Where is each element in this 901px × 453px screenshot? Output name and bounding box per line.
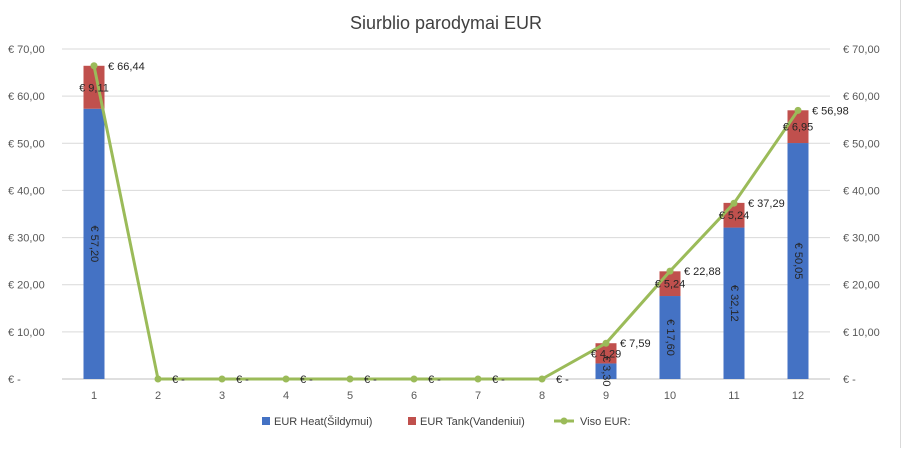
y-tick-label-left: € 60,00 [8, 91, 45, 103]
chart-title: Siurblio parodymai EUR [350, 13, 542, 33]
total-value-label: € 56,98 [812, 105, 849, 117]
data-labels: € 57,20 € 9,11 € 66,44 € - € - € - € - € - € - € … [79, 61, 849, 387]
heat-value-label: € 50,05 [792, 243, 804, 280]
legend-swatch [262, 417, 270, 425]
total-value-label: € - [364, 374, 377, 386]
y-tick-label-right: € 50,00 [843, 138, 880, 150]
heat-value-label: € 17,60 [664, 319, 676, 356]
x-tick-label: 5 [347, 390, 353, 402]
legend-label: EUR Tank(Vandeniui) [420, 416, 525, 428]
total-point [666, 267, 674, 275]
legend: EUR Heat(Šildymui) EUR Tank(Vandeniui) Vis… [262, 415, 631, 428]
x-tick-label: 11 [728, 390, 739, 402]
legend-label: Viso EUR: [580, 416, 631, 428]
y-tick-label-left: € 10,00 [8, 327, 45, 339]
x-tick-label: 3 [219, 390, 225, 402]
y-tick-label-right: € 60,00 [843, 91, 880, 103]
y-tick-label-right: € 30,00 [843, 233, 880, 245]
heat-value-label: € 3,30 [600, 356, 612, 387]
total-value-label: € - [236, 374, 249, 386]
y-tick-label-right: € 20,00 [843, 280, 880, 292]
total-point [154, 375, 162, 383]
x-tick-label: 8 [539, 390, 545, 402]
bar-heat [83, 108, 105, 379]
total-value-label: € 7,59 [620, 338, 651, 350]
y-tick-label-left: € 20,00 [8, 280, 45, 292]
legend-item-heat: EUR Heat(Šildymui) [262, 415, 372, 428]
total-point [218, 375, 226, 383]
x-tick-label: 12 [792, 390, 804, 402]
y-tick-label-left: € - [8, 374, 21, 386]
x-tick-label: 10 [664, 390, 676, 402]
x-tick-label: 6 [411, 390, 417, 402]
legend-marker [560, 417, 568, 425]
y-tick-label-left: € 70,00 [8, 44, 45, 56]
y-tick-label-right: € 10,00 [843, 327, 880, 339]
heat-value-label: € 32,12 [728, 285, 740, 322]
bar-heat [659, 296, 681, 379]
x-tick-label: 1 [91, 390, 97, 402]
total-point [90, 62, 98, 70]
tank-value-label: € 9,11 [79, 82, 109, 94]
bar-heat [723, 227, 745, 379]
x-tick-label: 2 [155, 390, 161, 402]
total-point [602, 339, 610, 347]
total-point [794, 106, 802, 114]
x-tick-label: 9 [603, 390, 609, 402]
total-point [474, 375, 482, 383]
total-point [730, 199, 738, 207]
total-value-label: € - [172, 374, 185, 386]
total-value-label: € 37,29 [748, 198, 785, 210]
tank-value-label: € 4,29 [591, 348, 622, 360]
y-tick-label-right: € - [843, 374, 856, 386]
axes: € - € - € 10,00 € 10,00 € 20,00 € 20,00 € 30,0… [8, 44, 880, 402]
total-point [282, 375, 290, 383]
total-value-label: € 22,88 [684, 266, 721, 278]
total-line [90, 62, 802, 383]
y-tick-label-left: € 50,00 [8, 138, 45, 150]
x-tick-label: 4 [283, 390, 289, 402]
total-point [538, 375, 546, 383]
heat-value-label: € 57,20 [88, 226, 100, 263]
bar-heat [787, 143, 809, 379]
x-tick-label: 7 [475, 390, 481, 402]
total-value-label: € - [428, 374, 441, 386]
total-value-label: € - [492, 374, 505, 386]
y-tick-label-right: € 70,00 [843, 44, 880, 56]
total-value-label: € 66,44 [108, 61, 145, 73]
total-point [410, 375, 418, 383]
tank-value-label: € 5,24 [655, 279, 686, 291]
y-tick-label-left: € 40,00 [8, 185, 45, 197]
total-value-label: € - [300, 374, 313, 386]
y-tick-label-left: € 30,00 [8, 233, 45, 245]
y-tick-label-right: € 40,00 [843, 185, 880, 197]
legend-item-total: Viso EUR: [554, 416, 631, 428]
gridlines [62, 48, 830, 333]
bar-tank [595, 343, 617, 364]
tank-value-label: € 6,95 [783, 122, 814, 134]
legend-label: EUR Heat(Šildymui) [274, 415, 372, 428]
total-point [346, 375, 354, 383]
total-value-label: € - [556, 374, 569, 386]
total-line-path [92, 65, 800, 381]
legend-swatch [408, 417, 416, 425]
bar-heat [595, 363, 617, 379]
tank-value-label: € 5,24 [719, 210, 750, 222]
legend-item-tank: EUR Tank(Vandeniui) [408, 416, 525, 428]
